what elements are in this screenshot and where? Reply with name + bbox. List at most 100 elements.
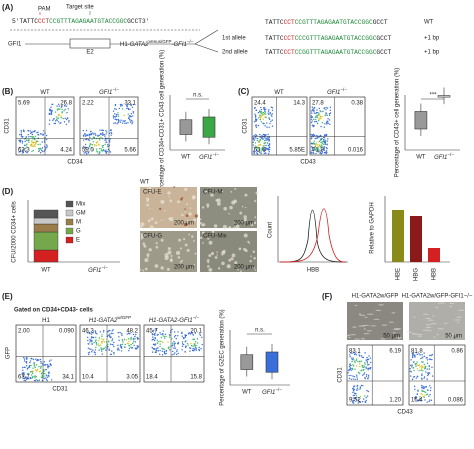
text-part: −/− — [187, 39, 194, 44]
event-dot — [182, 343, 185, 346]
event-dot — [354, 361, 356, 363]
event-dot — [311, 149, 314, 151]
event-dot — [187, 333, 190, 335]
event-dot — [120, 119, 122, 121]
event-dot — [113, 122, 115, 124]
event-dot — [129, 118, 131, 120]
texture — [391, 312, 396, 314]
event-dot — [416, 393, 418, 396]
event-dot — [163, 350, 166, 353]
texture — [207, 265, 210, 268]
event-dot — [48, 123, 51, 125]
event-dot — [32, 367, 34, 369]
text-part: GFI1 — [99, 90, 112, 96]
event-dot — [29, 132, 32, 134]
event-dot — [368, 355, 370, 357]
event-dot — [28, 136, 30, 138]
event-dot — [155, 350, 157, 352]
texture — [201, 241, 204, 244]
texture — [366, 330, 372, 332]
quadrant-value: 0.016 — [348, 148, 364, 154]
event-dot — [49, 363, 51, 365]
texture — [147, 185, 151, 190]
event-dot — [97, 339, 100, 342]
event-dot — [151, 351, 154, 353]
event-dot — [39, 143, 41, 146]
event-dot — [127, 117, 130, 120]
event-dot — [38, 371, 41, 373]
event-dot — [117, 112, 119, 114]
legend-label: G — [76, 229, 81, 235]
event-dot — [268, 140, 270, 142]
texture — [221, 251, 226, 255]
event-dot — [320, 141, 322, 144]
event-dot — [314, 137, 316, 140]
event-dot — [268, 143, 271, 145]
event-dot — [324, 143, 327, 145]
event-dot — [367, 390, 370, 393]
event-dot — [95, 150, 98, 152]
event-dot — [365, 373, 368, 376]
event-dot — [177, 352, 179, 355]
event-dot — [252, 151, 255, 153]
event-dot — [416, 364, 418, 367]
event-dot — [91, 343, 93, 345]
event-dot — [181, 341, 184, 343]
event-dot — [310, 116, 313, 119]
texture — [451, 333, 454, 335]
event-dot — [112, 332, 114, 335]
texture — [193, 218, 197, 222]
event-dot — [174, 342, 176, 344]
event-dot — [254, 113, 256, 115]
event-dot — [92, 330, 94, 332]
event-dot — [41, 147, 44, 149]
event-dot — [100, 136, 102, 139]
event-dot — [313, 121, 316, 123]
event-dot — [90, 336, 93, 338]
scale-label: 200 μm — [234, 265, 254, 271]
event-dot — [114, 116, 116, 118]
event-dot — [97, 143, 100, 145]
texture — [199, 218, 202, 221]
event-dot — [33, 137, 36, 139]
event-dot — [353, 351, 355, 354]
event-dot — [313, 118, 315, 120]
texture — [231, 200, 236, 205]
event-dot — [37, 134, 40, 136]
event-dot — [152, 336, 154, 338]
event-dot — [318, 118, 320, 121]
line — [194, 29, 219, 45]
quadrant-value: 15.8 — [190, 375, 202, 381]
event-dot — [30, 131, 33, 134]
event-dot — [67, 117, 69, 119]
event-dot — [350, 367, 352, 370]
texture — [185, 214, 189, 217]
event-dot — [107, 145, 109, 148]
event-dot — [118, 119, 120, 122]
event-dot — [174, 352, 176, 354]
texture — [425, 317, 431, 319]
event-dot — [420, 357, 422, 360]
event-dot — [109, 151, 112, 153]
axis-title: Percentage of G2EC generation (%) — [220, 309, 226, 405]
event-dot — [271, 119, 273, 121]
event-dot — [172, 350, 174, 353]
event-dot — [96, 333, 98, 335]
event-dot — [369, 366, 372, 369]
texture — [450, 334, 456, 336]
texture — [168, 196, 170, 198]
event-dot — [315, 120, 317, 123]
event-dot — [86, 153, 88, 155]
event-dot — [427, 389, 429, 392]
event-dot — [39, 358, 42, 361]
event-dot — [169, 349, 171, 351]
event-dot — [128, 342, 130, 345]
text-part: −/− — [112, 87, 119, 92]
event-dot — [425, 357, 427, 359]
event-dot — [24, 150, 27, 153]
event-dot — [425, 393, 428, 396]
event-dot — [256, 139, 258, 142]
event-dot — [98, 337, 101, 339]
event-dot — [268, 146, 271, 149]
event-dot — [130, 346, 132, 348]
